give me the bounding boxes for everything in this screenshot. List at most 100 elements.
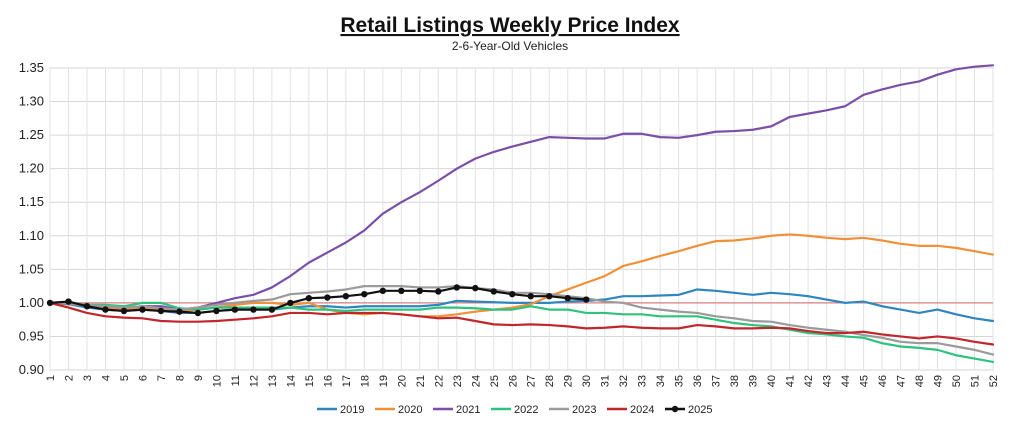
series-2025-point <box>361 290 368 298</box>
legend-label: 2025 <box>688 404 712 416</box>
y-tick-label: 1.15 <box>19 194 44 209</box>
x-tick-label: 21 <box>415 375 427 387</box>
series-2025-point <box>176 308 183 315</box>
x-tick-label: 11 <box>230 375 242 386</box>
series-2025-point <box>65 298 72 305</box>
series-layer <box>46 64 995 364</box>
x-tick-label: 4 <box>100 375 112 381</box>
x-tick-label: 3 <box>82 375 94 381</box>
y-tick-label: 1.05 <box>19 261 44 276</box>
series-2025-point <box>305 294 313 302</box>
x-tick-label: 47 <box>896 375 908 387</box>
series-2025-point <box>231 306 239 313</box>
series-2025-point <box>416 287 424 295</box>
legend-label: 2022 <box>514 404 538 416</box>
x-tick-label: 32 <box>618 375 630 387</box>
x-tick-label: 2 <box>63 375 75 381</box>
series-2025-point <box>546 292 553 300</box>
x-tick-label: 27 <box>526 375 538 387</box>
legend-label: 2024 <box>630 404 654 416</box>
x-tick-label: 18 <box>359 375 371 387</box>
x-tick-label: 28 <box>544 375 556 387</box>
x-tick-label: 45 <box>859 375 871 387</box>
y-axis: 0.90 0.95 1.00 1.05 1.10 1.15 1.20 1.25 1.30 1.35 <box>19 60 44 377</box>
x-tick-label: 43 <box>822 375 834 387</box>
series-2023 <box>48 285 995 356</box>
series-2025-point <box>509 290 516 298</box>
series-2025-point <box>287 299 294 307</box>
x-tick-label: 14 <box>285 375 297 387</box>
x-tick-label: 10 <box>211 375 223 387</box>
x-tick-label: 44 <box>840 375 852 387</box>
x-tick-label: 30 <box>581 375 593 387</box>
x-tick-label: 6 <box>137 375 149 381</box>
series-2023-line <box>48 285 995 356</box>
series-2024 <box>48 301 995 346</box>
series-2025-point <box>120 307 128 315</box>
legend-label: 2020 <box>398 404 422 416</box>
series-2025-point <box>472 284 479 292</box>
series-2025-point <box>157 307 165 315</box>
x-tick-label: 52 <box>988 375 1000 387</box>
series-2025-point <box>342 292 350 300</box>
x-tick-label: 26 <box>507 375 519 387</box>
series-2025-point <box>213 307 220 315</box>
x-tick-label: 35 <box>674 375 686 387</box>
series-2025-point <box>46 299 54 307</box>
x-tick-label: 22 <box>433 375 445 387</box>
series-2025-point <box>583 296 590 303</box>
series-2025-point <box>453 284 460 291</box>
y-tick-label: 1.00 <box>19 295 44 310</box>
x-tick-label: 42 <box>803 375 815 387</box>
series-2025-point <box>527 292 534 300</box>
x-tick-label: 20 <box>396 375 408 387</box>
y-tick-label: 0.95 <box>19 328 44 343</box>
x-tick-label: 23 <box>452 375 464 387</box>
y-tick-label: 1.30 <box>19 94 44 109</box>
y-tick-label: 1.35 <box>19 60 44 75</box>
chart-subtitle: 2-6-Year-Old Vehicles <box>452 39 568 53</box>
x-tick-label: 1 <box>45 375 57 381</box>
x-tick-label: 37 <box>711 375 723 387</box>
series-2022 <box>48 301 995 364</box>
series-2025-point <box>490 288 497 295</box>
chart-title: Retail Listings Weekly Price Index <box>340 14 680 37</box>
y-tick-label: 0.90 <box>19 362 44 377</box>
x-tick-label: 12 <box>248 375 260 387</box>
legend-marker <box>671 405 679 413</box>
y-tick-label: 1.20 <box>19 161 44 176</box>
x-tick-label: 13 <box>267 375 279 387</box>
y-tick-label: 1.25 <box>19 127 44 142</box>
legend-label: 2019 <box>340 404 364 416</box>
x-tick-label: 40 <box>766 375 778 387</box>
series-2025-point <box>83 303 91 310</box>
series-2025-point <box>398 287 405 295</box>
plot-area <box>49 67 994 371</box>
legend-item-2024: 2024 <box>607 404 654 416</box>
legend-label: 2023 <box>572 404 596 416</box>
x-tick-label: 7 <box>156 375 168 381</box>
x-tick-label: 49 <box>933 375 945 387</box>
x-tick-label: 19 <box>378 375 390 387</box>
x-axis: 1 2 3 4 5 6 7 8 9 10 11 12 13 14 15 16 17 18 19 20 21 22 23 24 2… <box>45 375 1000 387</box>
grid-lines <box>49 67 994 371</box>
series-2025 <box>46 284 590 317</box>
legend-item-2025: 2025 <box>665 404 712 416</box>
x-tick-label: 16 <box>322 375 334 387</box>
x-tick-label: 24 <box>470 375 482 387</box>
legend-item-2020: 2020 <box>375 404 422 416</box>
legend: 2019 2020 2021 2022 2023 2024 2025 <box>317 404 712 416</box>
x-tick-label: 15 <box>304 375 316 387</box>
x-tick-label: 36 <box>692 375 704 387</box>
x-tick-label: 46 <box>877 375 889 387</box>
series-2025-point <box>435 288 442 295</box>
x-tick-label: 38 <box>729 375 741 387</box>
legend-item-2021: 2021 <box>433 404 480 416</box>
series-2025-point <box>564 294 571 302</box>
series-2022-line <box>48 301 995 364</box>
x-tick-label: 25 <box>489 375 501 387</box>
x-tick-label: 34 <box>655 375 667 387</box>
x-tick-label: 5 <box>119 375 131 381</box>
x-tick-label: 29 <box>563 375 575 387</box>
